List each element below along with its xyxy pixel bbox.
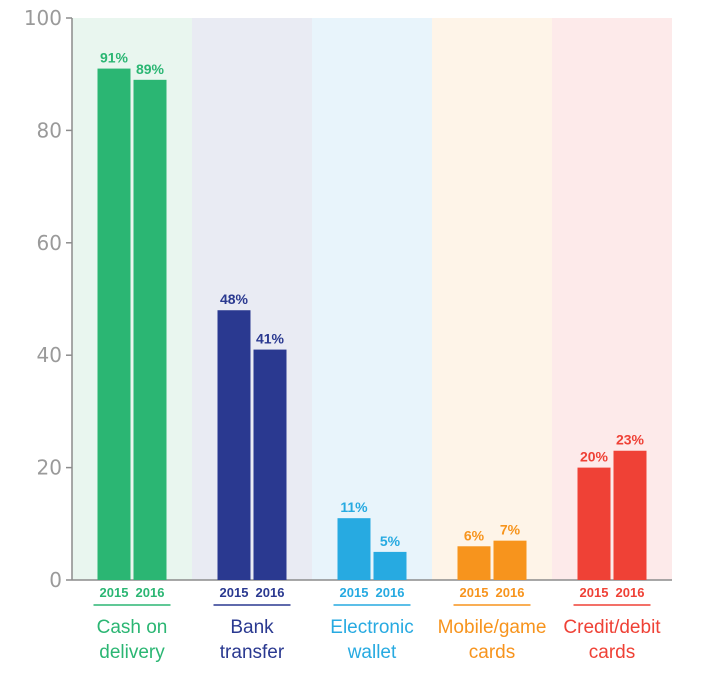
- bar-value-label: 7%: [500, 522, 521, 538]
- year-label: 2015: [220, 585, 249, 600]
- category-label: Mobile/game: [438, 617, 547, 638]
- y-tick-label: 80: [37, 118, 62, 142]
- year-label: 2015: [340, 585, 369, 600]
- category-label: delivery: [99, 642, 165, 663]
- year-label: 2016: [496, 585, 525, 600]
- year-label: 2016: [256, 585, 285, 600]
- category-label: cards: [469, 642, 515, 663]
- bar-value-label: 11%: [340, 499, 368, 515]
- bar-2016: [493, 540, 527, 580]
- category-band: [72, 18, 192, 580]
- category-label: cards: [589, 642, 635, 663]
- category-band: [312, 18, 432, 580]
- bar-value-label: 5%: [380, 533, 401, 549]
- year-label: 2015: [580, 585, 609, 600]
- category-band: [432, 18, 552, 580]
- category-band: [552, 18, 672, 580]
- labels: 91% 2015 89% 2016 Cash on delivery 48% 2015 41% 2…: [93, 50, 661, 663]
- bar-2016: [373, 551, 407, 580]
- y-axis: 0 20 40 60 80 100: [24, 6, 672, 592]
- y-tick-label: 0: [49, 568, 62, 592]
- year-label: 2015: [460, 585, 489, 600]
- category-label: Bank: [230, 617, 274, 638]
- bars: [97, 68, 647, 580]
- bar-2015: [577, 467, 611, 580]
- year-label: 2016: [376, 585, 405, 600]
- year-label: 2016: [616, 585, 645, 600]
- category-label: Cash on: [97, 617, 168, 638]
- bar-2015: [337, 518, 371, 580]
- bar-value-label: 41%: [256, 331, 285, 347]
- category-band: [192, 18, 312, 580]
- bar-2016: [133, 79, 167, 580]
- category-label: Electronic: [330, 617, 413, 638]
- y-tick-label: 40: [37, 343, 62, 367]
- bar-2016: [253, 349, 287, 580]
- category-label: wallet: [347, 642, 397, 663]
- category-bands: [72, 18, 672, 580]
- bar-value-label: 91%: [100, 50, 129, 66]
- y-tick-label: 100: [24, 6, 62, 30]
- bar-2015: [97, 68, 131, 580]
- category-label: Credit/debit: [563, 617, 661, 638]
- category-label: transfer: [220, 642, 285, 663]
- bar-2015: [217, 310, 251, 580]
- y-tick-label: 20: [37, 456, 62, 480]
- y-tick-label: 60: [37, 231, 62, 255]
- year-label: 2016: [136, 585, 165, 600]
- bar-value-label: 48%: [220, 291, 249, 307]
- bar-2015: [457, 546, 491, 580]
- bar-2016: [613, 450, 647, 580]
- year-label: 2015: [100, 585, 129, 600]
- bar-value-label: 89%: [136, 61, 165, 77]
- bar-value-label: 23%: [616, 432, 645, 448]
- bar-value-label: 6%: [464, 527, 485, 543]
- bar-value-label: 20%: [580, 449, 609, 465]
